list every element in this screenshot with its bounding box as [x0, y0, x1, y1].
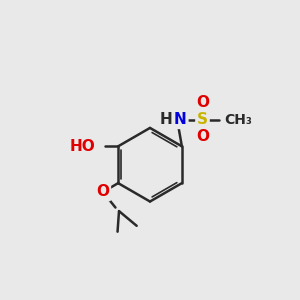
Text: O: O [196, 129, 209, 144]
Text: H: H [160, 112, 172, 127]
Text: N: N [174, 112, 187, 127]
Text: O: O [196, 95, 209, 110]
Text: S: S [197, 112, 208, 127]
Text: CH₃: CH₃ [224, 113, 252, 127]
Text: O: O [96, 184, 109, 200]
Text: HO: HO [70, 139, 95, 154]
